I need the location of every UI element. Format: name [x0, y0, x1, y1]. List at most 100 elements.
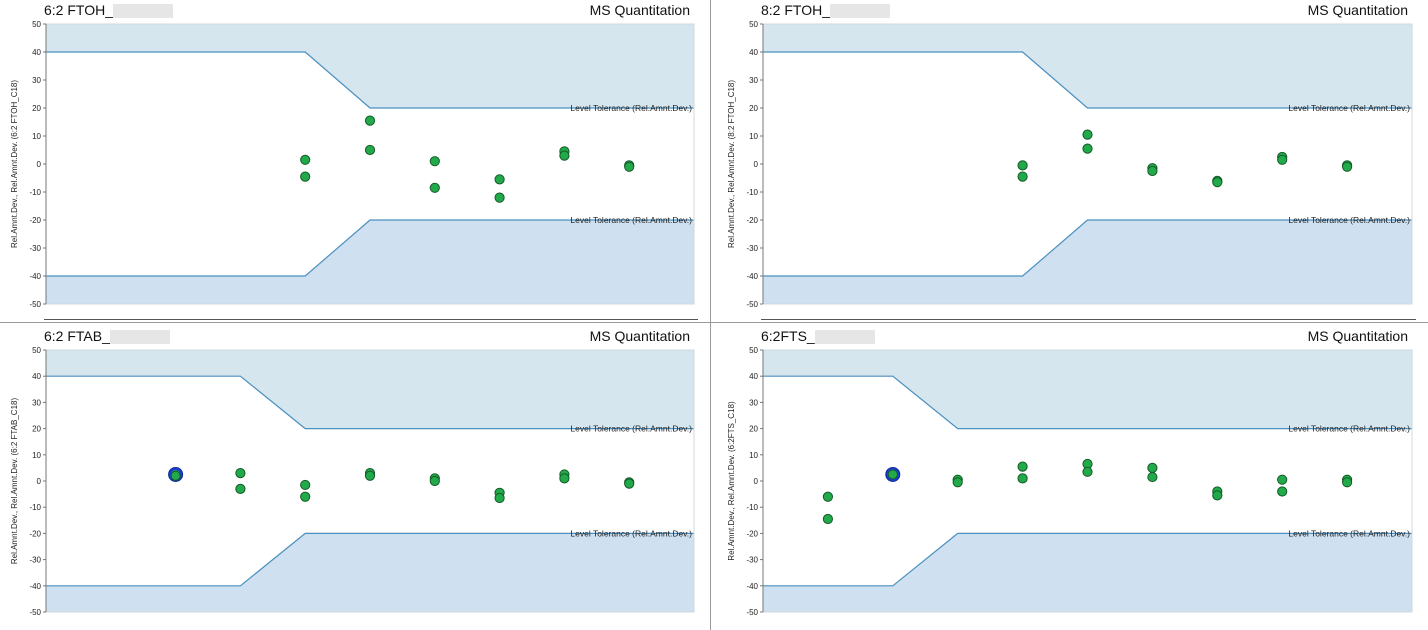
panel-header: 6:2FTS_ MS Quantitation	[717, 326, 1428, 348]
data-point	[170, 470, 181, 481]
app-label: MS Quantitation	[589, 2, 690, 18]
y-tick-label: -40	[29, 272, 41, 281]
data-point	[1342, 161, 1353, 172]
y-tick-label: 10	[749, 451, 758, 460]
data-point	[1082, 466, 1093, 477]
redaction-box	[113, 4, 173, 19]
chart-panel-6-2-fts: 6:2FTS_ MS Quantitation Level Tolerance …	[717, 326, 1428, 630]
tolerance-label-upper: Level Tolerance (Rel.Amnt.Dev.)	[1288, 424, 1410, 434]
redaction-box	[109, 330, 170, 345]
scatter-plot[interactable]: Level Tolerance (Rel.Amnt.Dev.) Level Tol…	[717, 0, 1428, 322]
panel-title: 6:2 FTOH_	[44, 2, 173, 19]
scatter-plot[interactable]: Level Tolerance (Rel.Amnt.Dev.) Level Tol…	[0, 0, 710, 322]
y-tick-label: -20	[29, 216, 41, 225]
tolerance-region-lower	[763, 220, 1412, 304]
y-tick-label: -30	[29, 244, 41, 253]
y-tick-label: 10	[32, 132, 41, 141]
data-point	[1017, 461, 1028, 472]
data-point	[559, 473, 570, 484]
data-point	[364, 115, 376, 126]
data-point	[1277, 474, 1288, 485]
y-tick-label: 0	[37, 477, 42, 486]
data-point	[494, 192, 505, 203]
scatter-plot[interactable]: Level Tolerance (Rel.Amnt.Dev.) Level Tol…	[0, 326, 710, 630]
panel-title: 6:2 FTAB_	[44, 328, 170, 345]
panel-header: 6:2 FTAB_ MS Quantitation	[0, 326, 710, 348]
panel-baseline	[44, 319, 698, 320]
data-point	[1147, 471, 1158, 483]
app-label: MS Quantitation	[589, 328, 690, 344]
y-tick-label: 30	[749, 398, 758, 407]
chart-panel-8-2-ftoh: 8:2 FTOH_ MS Quantitation Level Toleranc…	[717, 0, 1428, 322]
y-tick-label: -40	[746, 272, 758, 281]
y-tick-label: 30	[32, 76, 41, 85]
y-tick-label: 40	[749, 48, 758, 57]
y-tick-label: -30	[29, 556, 41, 565]
panel-divider-vertical	[710, 0, 711, 630]
y-tick-label: 0	[754, 477, 759, 486]
tolerance-line-upper	[763, 51, 1412, 109]
data-point	[364, 470, 376, 481]
panel-header: 6:2 FTOH_ MS Quantitation	[0, 0, 710, 22]
y-tick-label: 40	[32, 372, 41, 381]
panel-header: 8:2 FTOH_ MS Quantitation	[717, 0, 1428, 22]
app-label: MS Quantitation	[1307, 2, 1408, 18]
y-tick-label: 0	[37, 160, 42, 169]
data-point	[429, 182, 440, 193]
y-tick-label: 40	[32, 48, 41, 57]
y-tick-label: 20	[32, 104, 41, 113]
redaction-box	[830, 4, 890, 19]
data-point	[624, 161, 635, 172]
tolerance-label-upper: Level Tolerance (Rel.Amnt.Dev.)	[1288, 103, 1410, 113]
data-point	[952, 477, 963, 488]
tolerance-label-upper: Level Tolerance (Rel.Amnt.Dev.)	[570, 424, 692, 434]
data-point	[300, 171, 311, 182]
app-label: MS Quantitation	[1307, 328, 1408, 344]
tolerance-region-lower	[763, 533, 1412, 612]
scatter-plot[interactable]: Level Tolerance (Rel.Amnt.Dev.) Level Tol…	[717, 326, 1428, 630]
data-point	[887, 469, 898, 480]
y-tick-label: -20	[746, 529, 758, 538]
y-axis-label: Rel.Amnt.Dev., Rel.Amnt.Dev. (8:2 FTOH_C…	[727, 80, 736, 248]
tolerance-label-lower: Level Tolerance (Rel.Amnt.Dev.)	[570, 528, 692, 538]
panel-divider-horizontal	[0, 322, 1428, 323]
data-point	[1342, 477, 1353, 488]
y-tick-label: 30	[32, 398, 41, 407]
y-axis-label: Rel.Amnt.Dev., Rel.Amnt.Dev. (6:2FTS_C18…	[727, 401, 736, 561]
tolerance-label-upper: Level Tolerance (Rel.Amnt.Dev.)	[570, 103, 692, 113]
data-point	[494, 492, 505, 504]
y-tick-label: 0	[754, 160, 759, 169]
tolerance-region-upper	[763, 350, 1412, 429]
data-point	[1147, 462, 1158, 473]
data-point	[1212, 177, 1223, 188]
y-tick-label: -10	[746, 188, 758, 197]
y-axis-label: Rel.Amnt.Dev., Rel.Amnt.Dev. (6:2 FTAB_C…	[10, 398, 19, 565]
y-tick-label: -50	[746, 608, 758, 617]
y-tick-label: -10	[29, 188, 41, 197]
y-tick-label: 50	[32, 346, 41, 355]
y-tick-label: 50	[749, 20, 758, 29]
data-point	[235, 468, 246, 479]
y-tick-label: 10	[32, 451, 41, 460]
tolerance-region-upper	[46, 24, 694, 108]
data-point	[822, 491, 834, 502]
y-axis-label: Rel.Amnt.Dev., Rel.Amnt.Dev. (6:2 FTOH_C…	[10, 80, 19, 248]
data-point	[300, 479, 311, 491]
tolerance-region-lower	[46, 220, 694, 304]
tolerance-label-lower: Level Tolerance (Rel.Amnt.Dev.)	[1288, 215, 1410, 225]
panel-title: 8:2 FTOH_	[761, 2, 890, 19]
data-point	[235, 483, 246, 494]
y-tick-label: 10	[749, 132, 758, 141]
y-tick-label: 50	[32, 20, 41, 29]
y-tick-label: -30	[746, 556, 758, 565]
data-point	[364, 144, 376, 156]
redaction-box	[814, 330, 875, 345]
tolerance-line-lower	[763, 532, 1412, 587]
y-tick-label: -20	[29, 529, 41, 538]
y-tick-label: -40	[29, 582, 41, 591]
tolerance-region-lower	[46, 533, 694, 612]
tolerance-line-upper	[46, 375, 694, 430]
data-point	[1017, 171, 1028, 182]
data-point	[1147, 165, 1158, 177]
y-tick-label: 40	[749, 372, 758, 381]
